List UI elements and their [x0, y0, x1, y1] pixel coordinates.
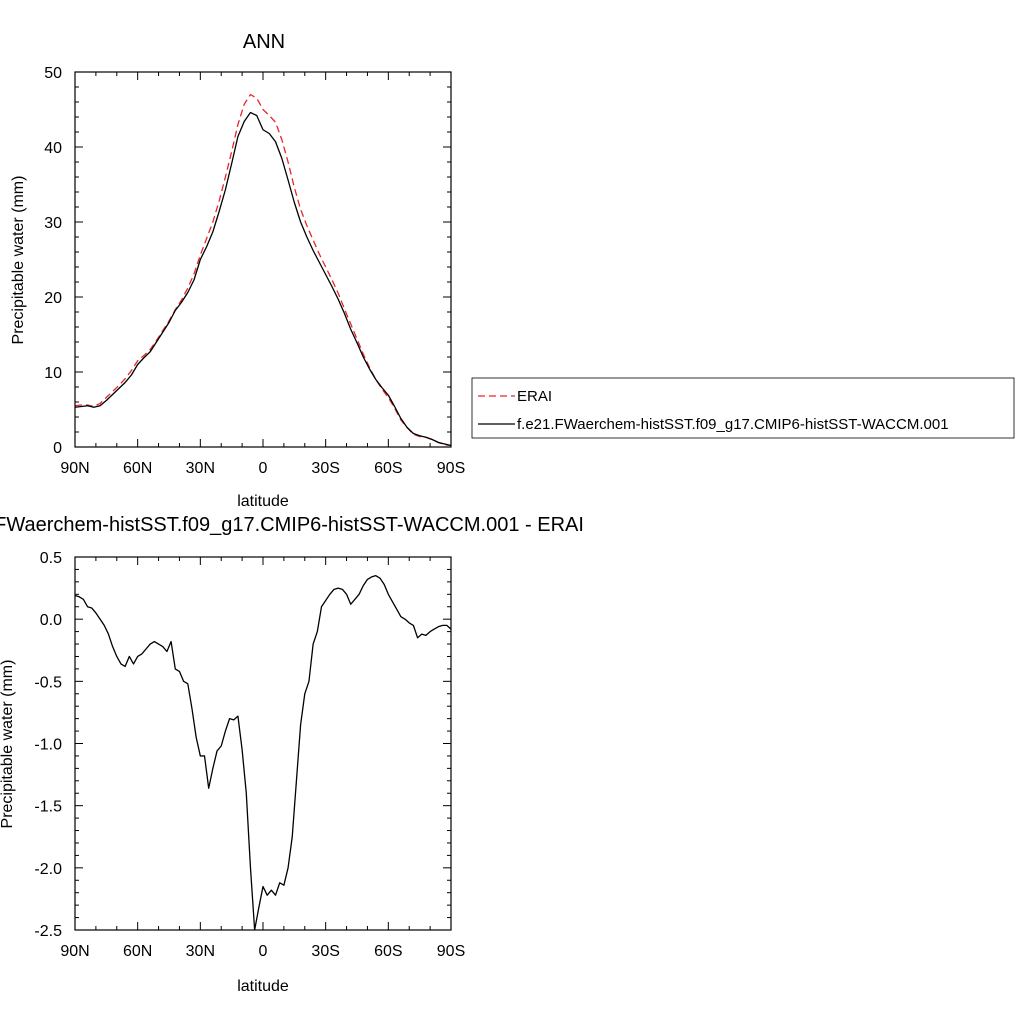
- top-y-tick-label: 0: [53, 440, 62, 457]
- top-x-tick-label: 30N: [186, 460, 215, 477]
- bottom-panel: f.e21.FWaerchem-histSST.f09_g17.CMIP6-hi…: [0, 514, 584, 995]
- top-x-tick-label: 90S: [437, 460, 465, 477]
- bottom-series: [74, 575, 452, 931]
- top-y-tick-label: 10: [44, 365, 62, 382]
- bottom-y-axis-label: Precipitable water (mm): [0, 660, 16, 829]
- top-x-tick-label: 60S: [374, 460, 402, 477]
- bottom-y-tick-label: -0.5: [34, 674, 62, 691]
- bottom-x-axis-label: latitude: [237, 978, 289, 995]
- legend: ERAI f.e21.FWaerchem-histSST.f09_g17.CMI…: [471, 377, 1015, 439]
- top-y-tick-label: 30: [44, 215, 62, 232]
- top-y-tick-label: 50: [44, 65, 62, 82]
- top-series: [74, 93, 452, 447]
- bottom-x-tick-label: 90S: [437, 943, 465, 960]
- top-y-axis-label: Precipitable water (mm): [10, 176, 27, 345]
- top-chart-title: ANN: [243, 31, 285, 53]
- top-y-tick-label: 20: [44, 290, 62, 307]
- bottom-y-tick-label: -2.0: [34, 861, 62, 878]
- bottom-y-tick-label: -1.0: [34, 737, 62, 754]
- bottom-y-tick-label: -2.5: [34, 923, 62, 940]
- legend-box: [471, 377, 1015, 439]
- bottom-y-tick-label: 0.0: [40, 612, 62, 629]
- top-series-line-model: [74, 111, 452, 447]
- top-x-tick-label: 90N: [60, 460, 89, 477]
- top-axis-ticks: 90N 60N 30N 0 30S 60S 90S 0 10 20 30 40 50: [44, 65, 465, 477]
- top-y-tick-label: 40: [44, 140, 62, 157]
- top-x-tick-label: 30S: [311, 460, 339, 477]
- top-plot-frame: [74, 71, 452, 448]
- top-series-line-erai: [74, 93, 452, 447]
- bottom-x-tick-label: 60S: [374, 943, 402, 960]
- top-x-tick-label: 0: [259, 460, 268, 477]
- legend-label-erai: ERAI: [517, 388, 552, 405]
- bottom-x-tick-label: 90N: [60, 943, 89, 960]
- bottom-y-tick-label: 0.5: [40, 550, 62, 567]
- top-panel: ANN Precipitable water (mm) latitude 90N…: [10, 31, 465, 510]
- bottom-y-tick-label: -1.5: [34, 799, 62, 816]
- bottom-plot-frame: [74, 556, 452, 931]
- bottom-series-line-difference: [74, 575, 452, 931]
- bottom-chart-title: f.e21.FWaerchem-histSST.f09_g17.CMIP6-hi…: [0, 514, 584, 536]
- bottom-x-tick-label: 30N: [186, 943, 215, 960]
- top-x-tick-label: 60N: [123, 460, 152, 477]
- bottom-x-tick-label: 0: [259, 943, 268, 960]
- bottom-x-tick-label: 60N: [123, 943, 152, 960]
- top-x-axis-label: latitude: [237, 493, 289, 510]
- legend-label-model: f.e21.FWaerchem-histSST.f09_g17.CMIP6-hi…: [517, 416, 949, 433]
- bottom-x-tick-label: 30S: [311, 943, 339, 960]
- bottom-axis-ticks: 90N 60N 30N 0 30S 60S 90S -2.5 -2.0 -1.5 -1.0 -0.5 0…: [34, 550, 465, 960]
